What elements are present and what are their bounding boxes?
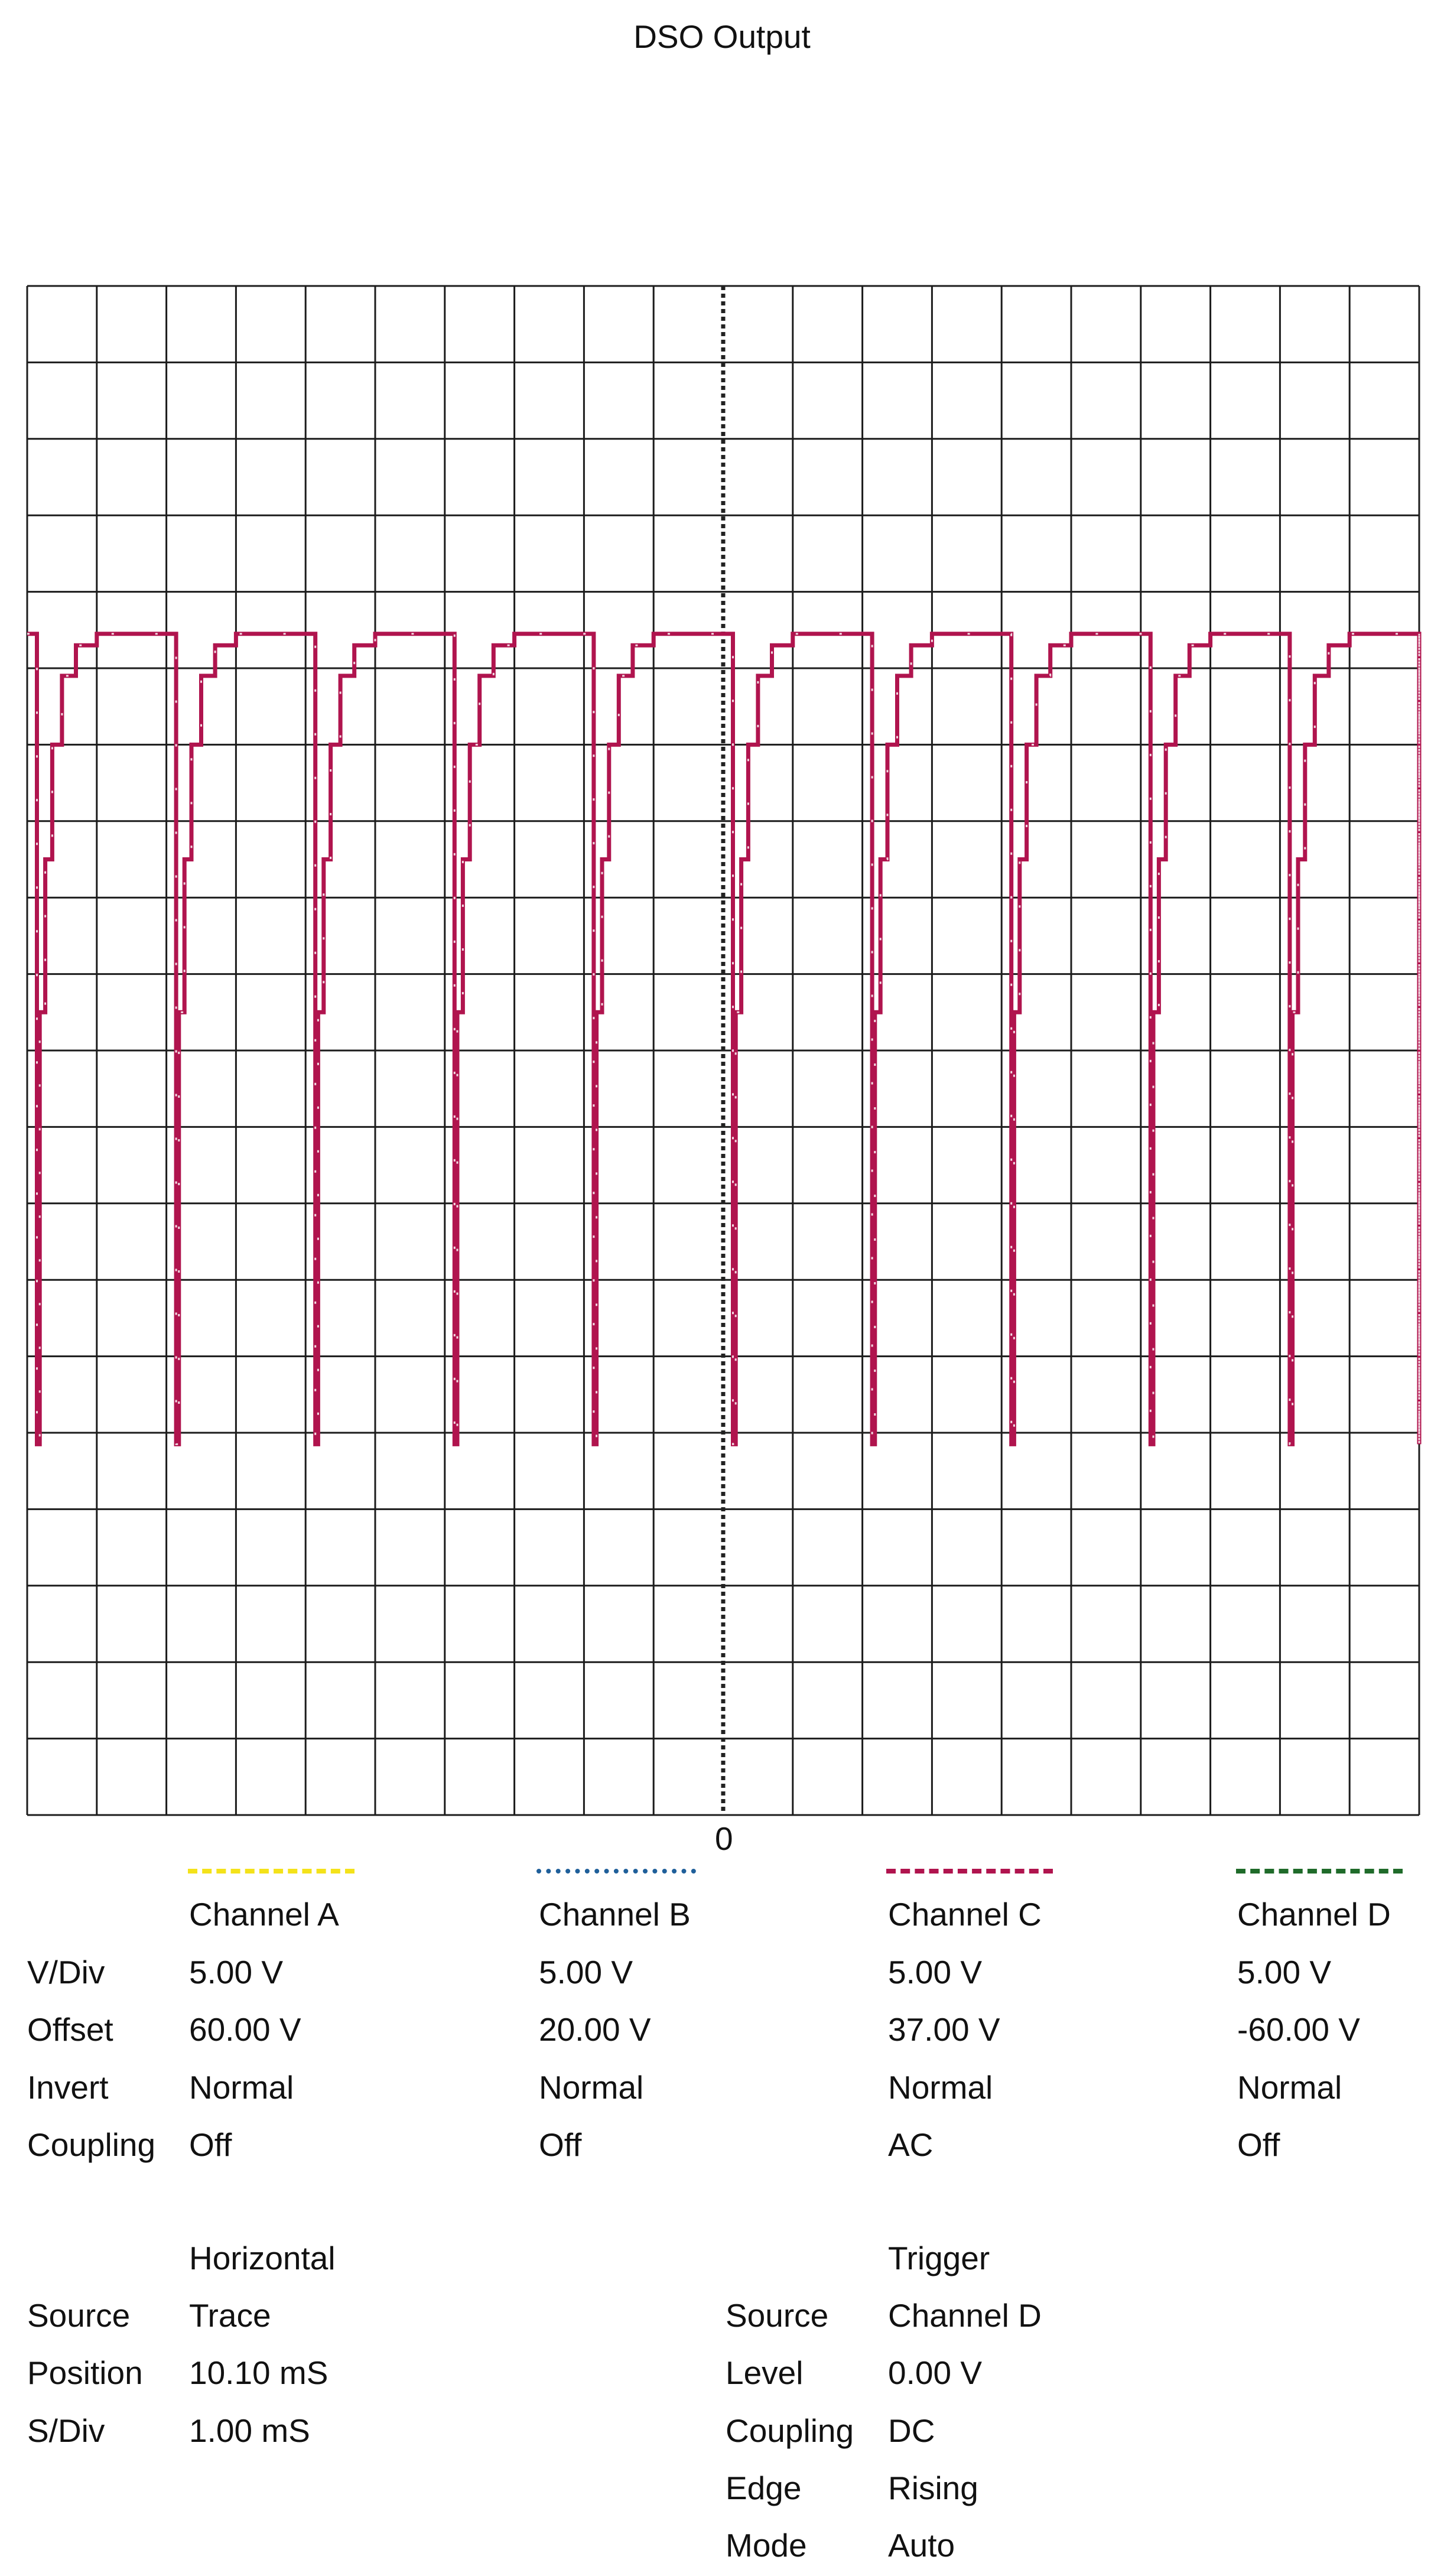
- row-label-offset: Offset: [27, 2011, 113, 2048]
- trigger-label-coupling: Coupling: [726, 2412, 854, 2449]
- channel-b-header: Channel B: [539, 1896, 691, 1933]
- horizontal-label-source: Source: [27, 2297, 131, 2334]
- channel-a-vdiv: 5.00 V: [189, 1954, 284, 1990]
- channel-c-header: Channel C: [888, 1896, 1042, 1933]
- horizontal-sdiv-value: 1.00 mS: [189, 2412, 310, 2449]
- channel-b-vdiv: 5.00 V: [539, 1954, 633, 1990]
- horizontal-position-value: 10.10 mS: [189, 2354, 329, 2391]
- channel-d-offset: -60.00 V: [1237, 2011, 1360, 2048]
- channel-a-legend-line: [188, 1869, 355, 1874]
- channel-c-coupling: AC: [888, 2126, 934, 2163]
- x-center-label: 0: [715, 1820, 733, 1857]
- trigger-header: Trigger: [888, 2240, 990, 2276]
- channel-a-invert: Normal: [189, 2069, 294, 2106]
- channel-c-legend-line: [886, 1869, 1053, 1874]
- channel-b-coupling: Off: [539, 2126, 582, 2163]
- trigger-label-mode: Mode: [726, 2527, 807, 2564]
- channel-b-invert: Normal: [539, 2069, 644, 2106]
- channel-c-trace: [27, 632, 1422, 1446]
- graticule-grid: [26, 285, 1420, 1816]
- channel-d-coupling: Off: [1237, 2126, 1280, 2163]
- channel-c-invert: Normal: [888, 2069, 993, 2106]
- channel-d-legend-line: [1236, 1869, 1403, 1874]
- trigger-coupling-value: DC: [888, 2412, 935, 2449]
- chart-title: DSO Output: [633, 18, 811, 55]
- horizontal-label-sdiv: S/Div: [27, 2412, 105, 2449]
- scope-display: [26, 285, 1422, 1816]
- trigger-label-level: Level: [726, 2354, 804, 2391]
- channel-d-header: Channel D: [1237, 1896, 1391, 1933]
- row-label-vdiv: V/Div: [27, 1954, 105, 1990]
- trigger-label-source: Source: [726, 2297, 829, 2334]
- trigger-source-value: Channel D: [888, 2297, 1042, 2334]
- trigger-mode-value: Auto: [888, 2527, 955, 2564]
- horizontal-source-value: Trace: [189, 2297, 271, 2334]
- horizontal-header: Horizontal: [189, 2240, 336, 2276]
- channel-b-legend-line: [536, 1869, 696, 1874]
- horizontal-label-position: Position: [27, 2354, 143, 2391]
- channel-a-coupling: Off: [189, 2126, 232, 2163]
- channel-c-trace-dashes: [27, 633, 1420, 1445]
- trigger-level-value: 0.00 V: [888, 2354, 983, 2391]
- trigger-label-edge: Edge: [726, 2470, 802, 2506]
- row-label-invert: Invert: [27, 2069, 109, 2106]
- channel-c-offset: 37.00 V: [888, 2011, 1000, 2048]
- channel-a-header: Channel A: [189, 1896, 339, 1933]
- row-label-coupling: Coupling: [27, 2126, 156, 2163]
- trigger-edge-value: Rising: [888, 2470, 978, 2506]
- channel-a-offset: 60.00 V: [189, 2011, 301, 2048]
- channel-b-offset: 20.00 V: [539, 2011, 651, 2048]
- channel-c-vdiv: 5.00 V: [888, 1954, 983, 1990]
- channel-d-vdiv: 5.00 V: [1237, 1954, 1332, 1990]
- channel-d-invert: Normal: [1237, 2069, 1342, 2106]
